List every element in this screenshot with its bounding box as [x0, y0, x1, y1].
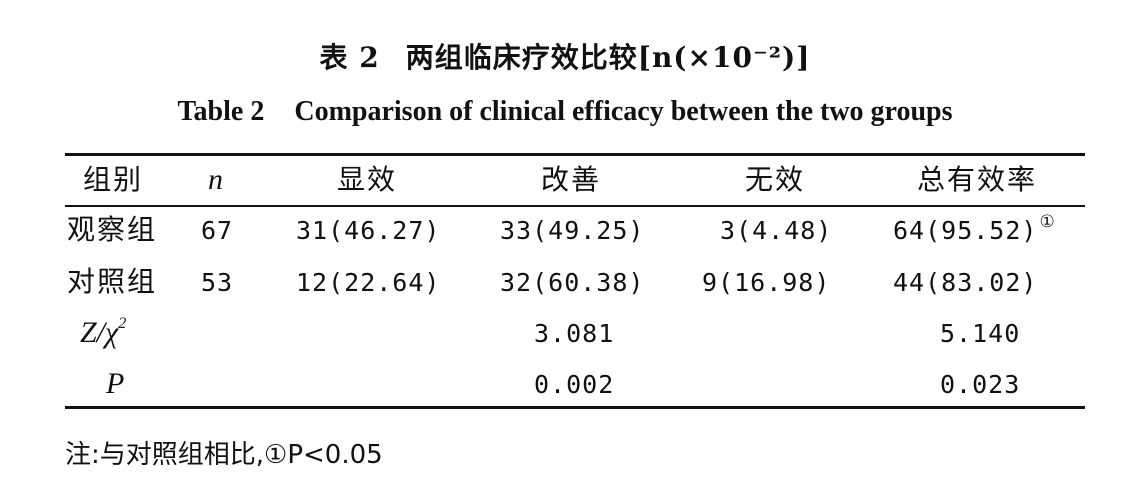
- table-caption-cn: 两组临床疗效比较[n(×10⁻²)]: [405, 41, 811, 74]
- p-total-value: 0.023: [940, 370, 1021, 399]
- row1-total-value: 64(95.52): [893, 216, 1038, 245]
- table-bottom-rule: [65, 406, 1085, 409]
- table-number-en: Table 2: [177, 96, 265, 127]
- table-title-en: Table 2 Comparison of clinical efficacy b…: [0, 96, 1130, 128]
- row1-marked: 31(46.27): [296, 216, 441, 245]
- header-improved: 改善: [541, 163, 602, 196]
- table-header-rule: [65, 205, 1085, 207]
- header-n: n: [208, 163, 223, 196]
- stat-improved-value: 3.081: [534, 319, 615, 348]
- p-label: P: [106, 367, 125, 400]
- row1-improved: 33(49.25): [500, 216, 645, 245]
- row2-ineffective: 9(16.98): [702, 268, 831, 297]
- header-marked: 显效: [337, 163, 398, 196]
- table-footnote: 注:与对照组相比,①P<0.05: [65, 440, 383, 470]
- table-top-rule: [65, 153, 1085, 156]
- stat-label-z-chi2: Z/χ2: [80, 315, 127, 349]
- row2-marked: 12(22.64): [296, 268, 441, 297]
- row2-group: 对照组: [67, 265, 158, 298]
- p-improved-value: 0.002: [534, 370, 615, 399]
- row2-improved: 32(60.38): [500, 268, 645, 297]
- stat-total-value: 5.140: [940, 319, 1021, 348]
- header-ineffective: 无效: [745, 163, 806, 196]
- row1-total: 64(95.52) ①: [893, 214, 1056, 245]
- row2-n: 53: [201, 268, 234, 297]
- header-group: 组别: [83, 163, 144, 196]
- row1-n: 67: [201, 216, 234, 245]
- stat-label-sup: 2: [118, 315, 127, 332]
- stat-label-main: Z/χ: [80, 316, 119, 349]
- row1-ineffective: 3(4.48): [720, 216, 833, 245]
- row2-total: 44(83.02): [893, 268, 1038, 297]
- table-number-cn: 表 2: [319, 41, 380, 74]
- table-caption-en: Comparison of clinical efficacy between …: [294, 96, 953, 127]
- table-title-cn: 表 2 两组临床疗效比较[n(×10⁻²)]: [0, 36, 1130, 76]
- significance-mark: ①: [1039, 212, 1056, 232]
- header-total: 总有效率: [917, 163, 1038, 196]
- row1-group: 观察组: [67, 213, 158, 246]
